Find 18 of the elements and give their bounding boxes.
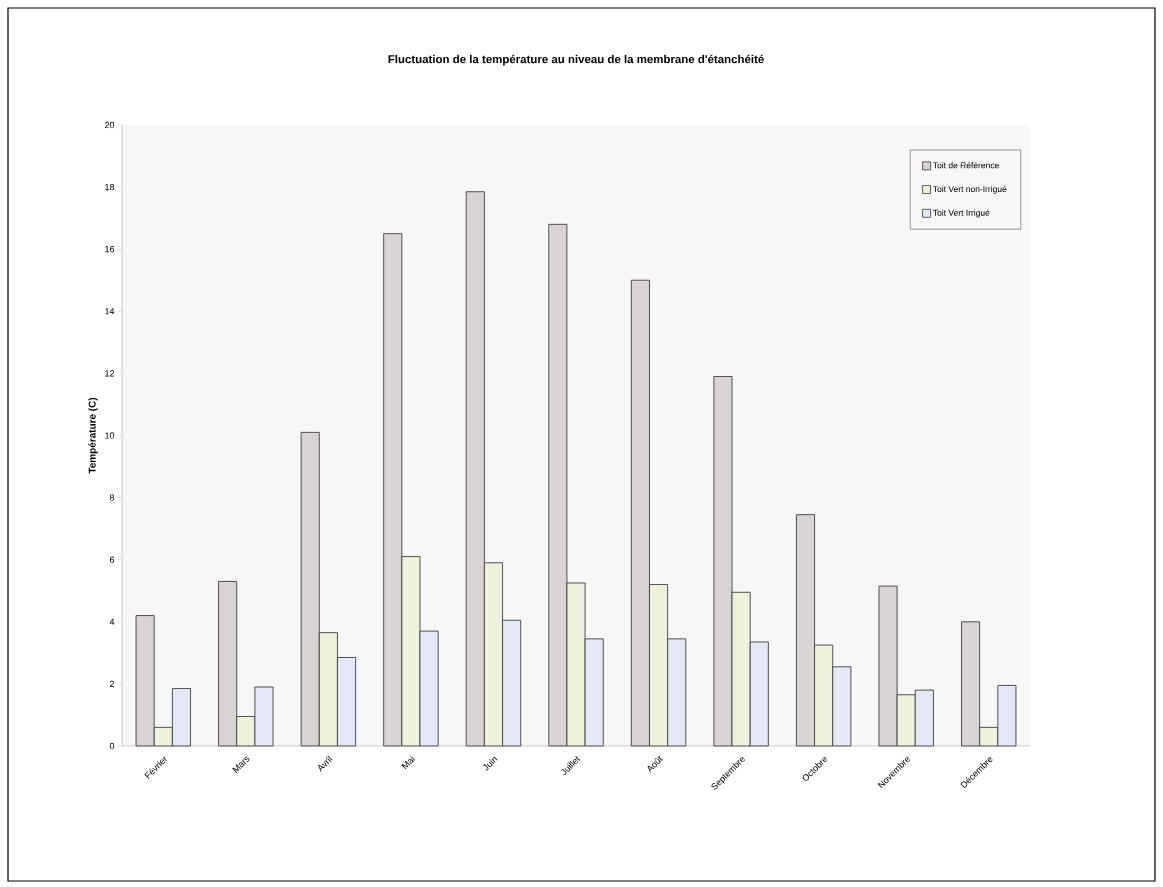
x-tick-label: Juin (483, 757, 498, 771)
chart-title: Fluctuation de la température au niveau de la membrane d'étanchéité (388, 54, 764, 66)
y-tick-label: 12 (105, 370, 115, 377)
x-tick-label: Mai (401, 755, 416, 770)
y-tick-label: 20 (104, 121, 115, 129)
y-tick-label: 14 (105, 308, 115, 315)
y-axis-title: Température (C) (88, 397, 98, 474)
y-tick-label: 8 (109, 494, 115, 501)
legend-label: Toit Vert non-Irrigué (933, 185, 1007, 194)
legend-label: Toit de Référence (933, 162, 999, 169)
y-tick-label: 4 (109, 618, 115, 625)
y-tick-label: 10 (105, 432, 115, 439)
y-tick-label: 16 (105, 246, 115, 253)
y-tick-label: 18 (105, 183, 115, 191)
legend-label: Toit Vert Irrigué (933, 209, 990, 218)
y-tick-label: 6 (109, 556, 115, 563)
y-tick-label: 2 (109, 680, 115, 688)
y-tick-label: 0 (109, 742, 115, 750)
